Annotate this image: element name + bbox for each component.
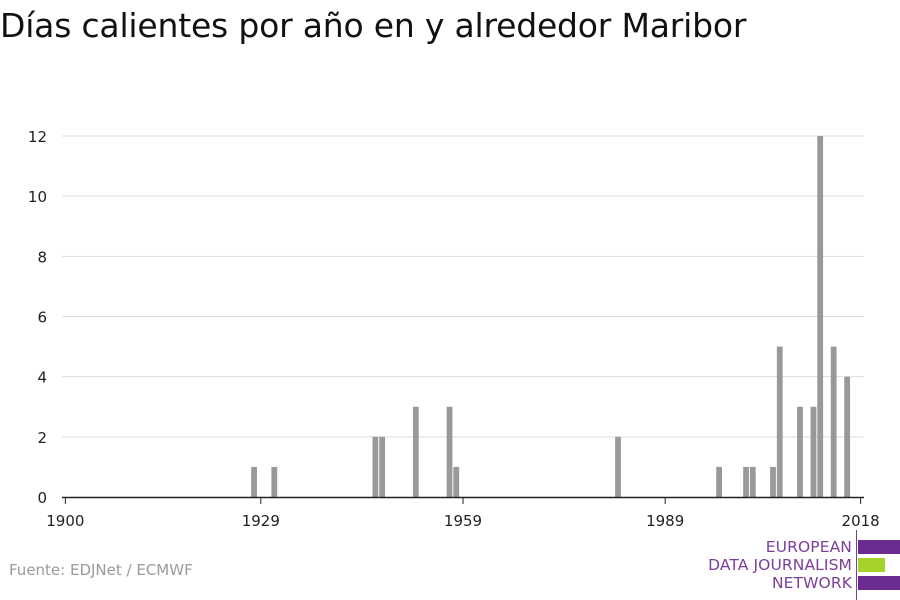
bar-1952 — [412, 406, 419, 497]
bar-2002 — [749, 466, 756, 497]
x-tick-label: 1900 — [46, 512, 84, 530]
bar-1997 — [716, 466, 722, 497]
bar-2005 — [770, 466, 776, 497]
bar-1931 — [271, 466, 278, 497]
logo-divider — [856, 530, 857, 600]
bar-2012 — [817, 136, 824, 497]
bar-1928 — [251, 466, 257, 497]
chart-title: Días calientes por año en y alrededor Ma… — [0, 6, 747, 45]
x-tick-label: 1959 — [444, 512, 482, 530]
logo-bar-green — [858, 558, 885, 572]
bar-1946 — [372, 436, 379, 497]
y-tick-label: 8 — [37, 248, 47, 266]
bar-2006 — [776, 346, 783, 497]
grid-lines — [62, 135, 864, 438]
logo-text-line3: NETWORK — [771, 574, 852, 592]
source-note: Fuente: EDJNet / ECMWF — [9, 561, 193, 579]
axes — [62, 496, 864, 504]
x-tick-label: 1929 — [242, 512, 280, 530]
y-tick-label: 6 — [37, 309, 47, 327]
y-tick-label: 2 — [37, 429, 47, 447]
x-tick-labels: 1900 1929 1959 1989 2018 — [46, 512, 879, 530]
x-tick-label: 2018 — [842, 512, 880, 530]
bar-2009 — [797, 406, 803, 497]
bar-1982 — [615, 436, 621, 497]
edjnet-logo: EUROPEAN DATA JOURNALISM NETWORK — [700, 530, 900, 600]
logo-bar-purple-bottom — [858, 576, 900, 590]
y-tick-labels: 0 2 4 6 8 10 12 — [28, 128, 47, 507]
bar-2001 — [743, 466, 749, 497]
y-tick-label: 12 — [28, 128, 47, 146]
bar-2014 — [830, 346, 837, 497]
bar-2016 — [844, 376, 851, 497]
bar-1947 — [379, 436, 386, 497]
logo-bar-purple-top — [858, 540, 900, 554]
bar-1958 — [453, 466, 460, 497]
logo-text-line2: DATA JOURNALISM — [708, 556, 852, 574]
y-tick-label: 0 — [37, 489, 47, 507]
bar-1957 — [446, 406, 453, 497]
bar-2011 — [810, 406, 817, 497]
x-tick-label: 1989 — [646, 512, 684, 530]
y-tick-label: 10 — [28, 188, 47, 206]
bars — [251, 136, 851, 497]
y-tick-label: 4 — [37, 369, 47, 387]
logo-text-line1: EUROPEAN — [765, 538, 852, 556]
